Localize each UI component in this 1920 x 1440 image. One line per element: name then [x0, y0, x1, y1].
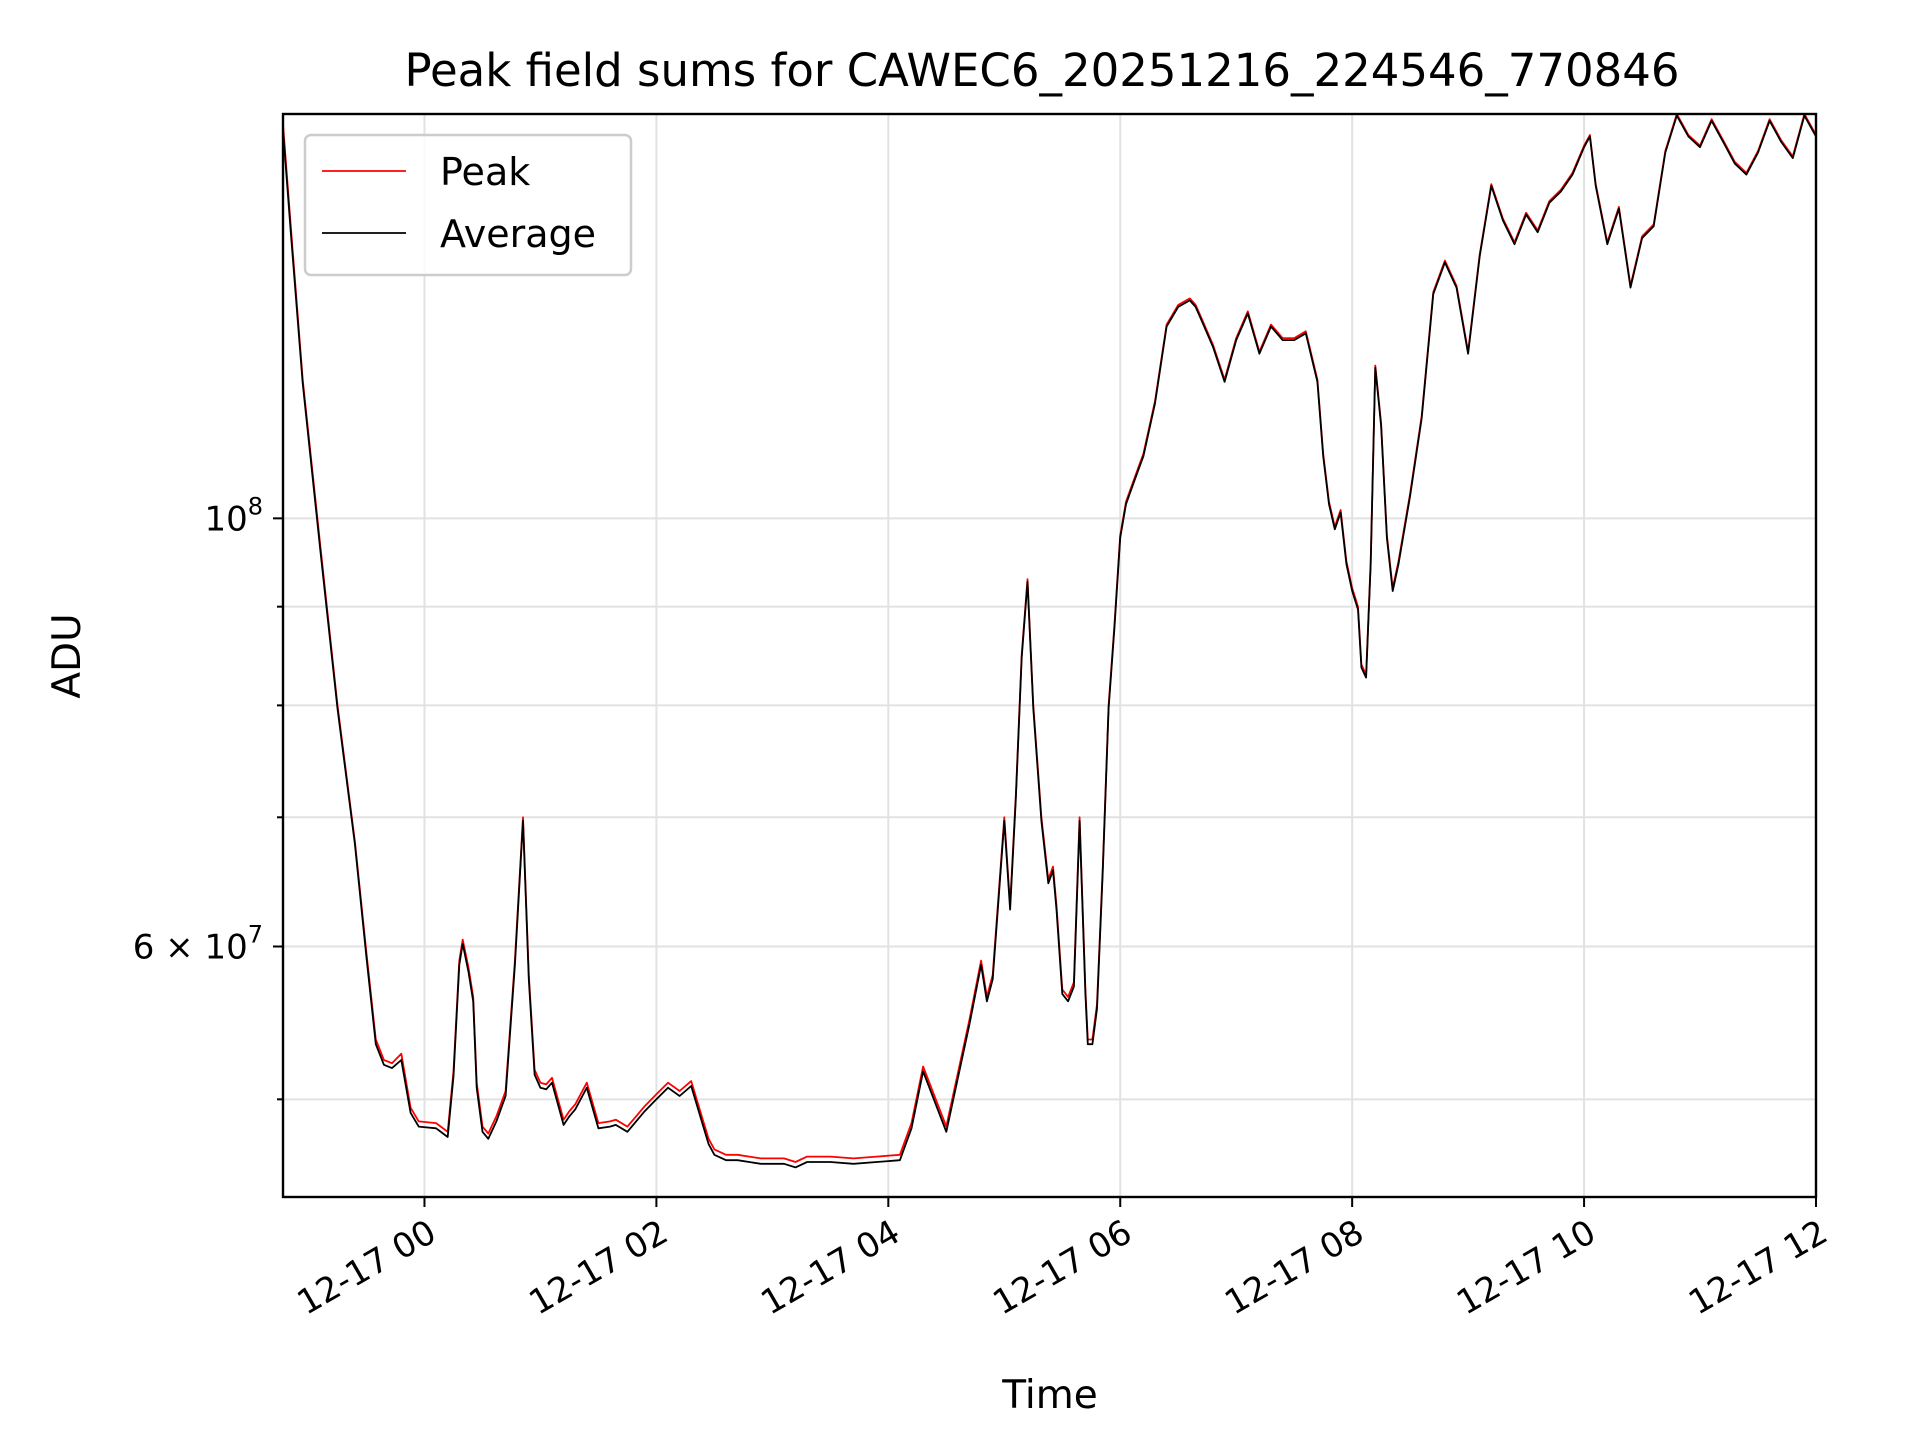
chart-title: Peak field sums for CAWEC6_20251216_2245…: [404, 44, 1679, 97]
legend: Peak Average: [303, 133, 633, 277]
legend-label-peak: Peak: [440, 150, 530, 194]
x-tick-label: 12-17 10: [1450, 1212, 1602, 1323]
x-tick-label: 12-17 06: [986, 1212, 1138, 1323]
x-tick-label: 12-17 02: [522, 1212, 674, 1323]
x-tick-label: 12-17 08: [1218, 1212, 1370, 1323]
y-axis-label: ADU: [45, 613, 90, 698]
x-axis-label: Time: [1001, 1373, 1097, 1418]
legend-box: [303, 133, 633, 277]
x-tick-label: 12-17 04: [754, 1212, 906, 1323]
legend-label-average: Average: [440, 212, 596, 256]
y-tick-label: 6 × 107: [133, 921, 263, 968]
grid: [283, 114, 1817, 1197]
y-tick-label: 108: [204, 492, 263, 539]
series-line-average: [283, 114, 1816, 1169]
x-tick-label: 12-17 00: [291, 1212, 443, 1323]
plot-frame: [281, 112, 1818, 1199]
axis-ticks: 12-17 00 12-17 02 12-17 04 12-17 06 12-17 08…: [133, 492, 1835, 1323]
series-layer: [283, 114, 1816, 1169]
x-tick-label: 12-17 12: [1682, 1212, 1834, 1323]
